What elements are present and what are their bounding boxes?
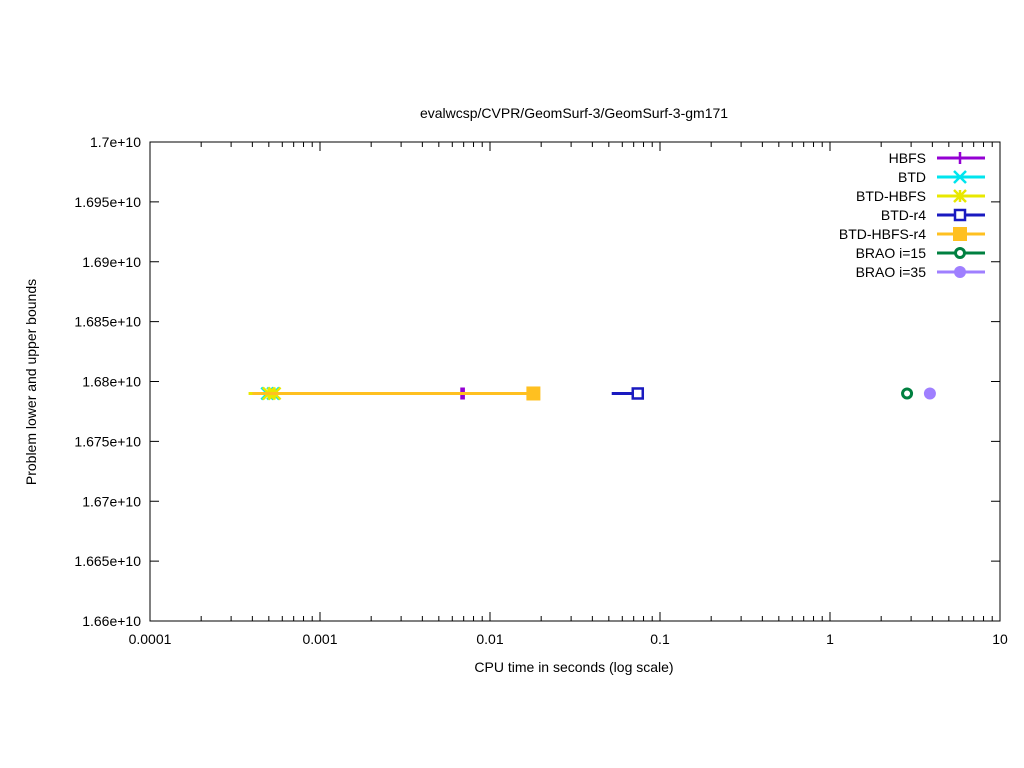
- filled-square-marker: [526, 386, 541, 401]
- x-tick-label: 1: [826, 631, 834, 647]
- plot-frame: [149, 141, 1001, 622]
- series-btd-r4: [611, 387, 645, 400]
- y-tick-label: 1.685e+10: [74, 314, 141, 330]
- filled-circle-marker: [923, 387, 936, 400]
- x-tick-label: 0.001: [302, 631, 337, 647]
- open-circle-marker: [954, 247, 966, 259]
- x-tick-label: 0.1: [650, 631, 670, 647]
- open-circle-marker: [901, 387, 914, 400]
- legend-label: BTD-r4: [881, 207, 926, 223]
- y-tick-label: 1.665e+10: [74, 553, 141, 569]
- y-tick-label: 1.7e+10: [90, 134, 141, 150]
- y-tick-label: 1.69e+10: [82, 254, 141, 270]
- plus-marker: [954, 152, 966, 164]
- legend-label: HBFS: [889, 150, 926, 166]
- open-square-marker: [953, 208, 967, 222]
- y-tick-label: 1.66e+10: [82, 613, 141, 629]
- legend-label: BTD: [898, 169, 926, 185]
- legend-label: BRAO i=35: [856, 264, 927, 280]
- cross-marker: [953, 170, 967, 184]
- legend-label: BTD-HBFS: [856, 188, 926, 204]
- series-brao-i-15: [901, 387, 914, 400]
- series-btd-hbfs-r4: [252, 386, 541, 401]
- x-axis-label: CPU time in seconds (log scale): [474, 659, 673, 675]
- y-axis-label: Problem lower and upper bounds: [23, 279, 39, 485]
- star-marker: [953, 189, 967, 203]
- filled-square-marker: [953, 227, 967, 241]
- open-square-marker: [631, 387, 645, 400]
- legend-label: BRAO i=15: [856, 245, 927, 261]
- y-tick-label: 1.675e+10: [74, 433, 141, 449]
- y-tick-label: 1.68e+10: [82, 374, 141, 390]
- x-tick-label: 10: [992, 631, 1008, 647]
- legend-label: BTD-HBFS-r4: [839, 226, 926, 242]
- x-tick-label: 0.0001: [129, 631, 172, 647]
- x-tick-label: 0.01: [476, 631, 503, 647]
- series-brao-i-35: [923, 387, 936, 400]
- chart-title: evalwcsp/CVPR/GeomSurf-3/GeomSurf-3-gm17…: [420, 105, 728, 121]
- y-tick-label: 1.67e+10: [82, 493, 141, 509]
- legend: HBFS BTD BTD-HBFS BTD-r4 BTD-HBFS-r4 BRAO i=1…: [839, 150, 985, 280]
- filled-circle-marker: [954, 266, 966, 278]
- y-tick-label: 1.695e+10: [74, 194, 141, 210]
